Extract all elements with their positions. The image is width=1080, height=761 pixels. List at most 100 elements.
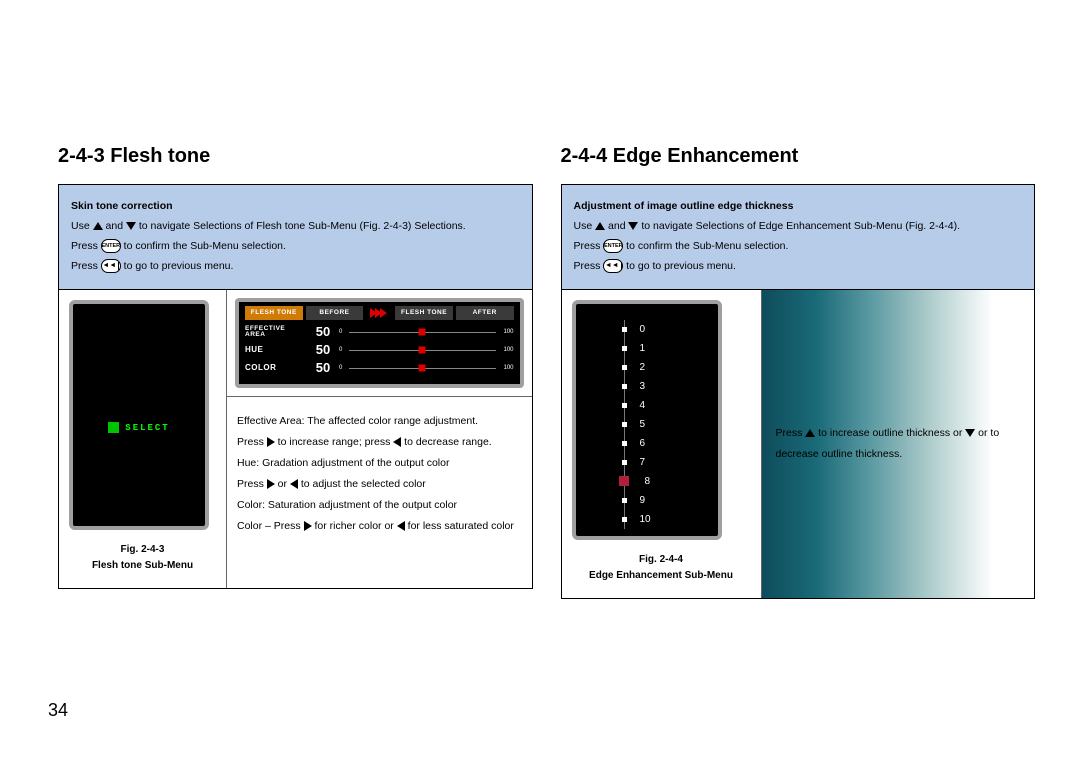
- left-arrow-icon: [290, 479, 298, 489]
- text: to increase range; press: [275, 436, 393, 448]
- section-title-right: 2-4-4 Edge Enhancement: [561, 145, 1036, 168]
- right-arrow-icon: [304, 521, 312, 531]
- slider-marker-icon: [419, 364, 426, 371]
- osd-slider-row: COLOR500100: [245, 360, 514, 376]
- text: to confirm the Sub-Menu selection.: [623, 240, 788, 252]
- description-text-left: Effective Area: The affected color range…: [227, 397, 532, 551]
- text: Use: [574, 220, 596, 232]
- desc-line: Press to increase range; press to decrea…: [237, 432, 522, 453]
- edge-enhancement-section: 2-4-4 Edge Enhancement Adjustment of ima…: [561, 145, 1036, 599]
- fig-title: Flesh tone Sub-Menu: [69, 558, 216, 574]
- fig-number: Fig. 2-4-4: [572, 552, 751, 568]
- osd-arrows-icon: [366, 306, 392, 320]
- text: Press: [574, 240, 604, 252]
- edge-scale-number: 7: [640, 457, 646, 468]
- edge-scale-tick-icon: [622, 384, 627, 389]
- osd-slider-row: HUE500100: [245, 342, 514, 358]
- osd-tab: FLESH TONE: [245, 306, 303, 320]
- instruction-line-1: Use and to navigate Selections of Flesh …: [71, 217, 520, 237]
- osd-tab: BEFORE: [306, 306, 364, 320]
- text: to increase outline thickness or: [815, 427, 965, 439]
- edge-scale-tick-icon: [622, 517, 627, 522]
- text: to confirm the Sub-Menu selection.: [121, 240, 286, 252]
- edge-scale-number: 9: [640, 495, 646, 506]
- text: or: [275, 478, 290, 490]
- desc-line: Press to increase outline thickness or o…: [776, 423, 1021, 465]
- osd-row-bar: [349, 327, 496, 337]
- text: Press: [574, 260, 604, 272]
- right-arrow-icon: [267, 479, 275, 489]
- osd-row-max: 100: [500, 347, 514, 353]
- figure-caption-right: Fig. 2-4-4 Edge Enhancement Sub-Menu: [572, 552, 751, 584]
- edge-scale-number: 1: [640, 343, 646, 354]
- text: to decrease range.: [401, 436, 491, 448]
- edge-scale-tick-icon: [622, 498, 627, 503]
- up-arrow-icon: [93, 222, 103, 230]
- edge-scale-tick-icon: [622, 327, 627, 332]
- edge-scale-row: 4: [617, 396, 677, 415]
- text: and: [103, 220, 126, 232]
- osd-row-min: 0: [339, 347, 345, 353]
- edge-scale-row: 0: [617, 320, 677, 339]
- down-arrow-icon: [965, 429, 975, 437]
- green-square-icon: [108, 422, 119, 433]
- down-arrow-icon: [628, 222, 638, 230]
- edge-scale-number: 3: [640, 381, 646, 392]
- page-number: 34: [48, 700, 68, 721]
- description-cell-right: Press to increase outline thickness or o…: [762, 290, 1035, 598]
- osd-tab: FLESH TONE: [395, 306, 453, 320]
- down-arrow-icon: [126, 222, 136, 230]
- edge-scale-tick-icon: [622, 365, 627, 370]
- text: Press: [71, 260, 101, 272]
- fig-title: Edge Enhancement Sub-Menu: [572, 568, 751, 584]
- instruction-line-3: Press ◄◄ to go to previous menu.: [71, 257, 520, 277]
- desc-line: Color – Press for richer color or for le…: [237, 516, 522, 537]
- edge-scale-tick-icon: [622, 403, 627, 408]
- up-arrow-icon: [595, 222, 605, 230]
- osd-slider-row: EFFECTIVEAREA500100: [245, 324, 514, 340]
- desc-line: Color: Saturation adjustment of the outp…: [237, 495, 522, 516]
- edge-scale-row: 5: [617, 415, 677, 434]
- osd-row-label: EFFECTIVEAREA: [245, 326, 307, 338]
- text: to navigate Selections of Edge Enhanceme…: [638, 220, 960, 232]
- edge-scale-row: 1: [617, 339, 677, 358]
- edge-enhancement-box: Adjustment of image outline edge thickne…: [561, 184, 1036, 599]
- edge-scale-row: 8: [617, 472, 677, 491]
- slider-marker-icon: [419, 346, 426, 353]
- description-cell-left: FLESH TONE BEFORE FLESH TONE AFTER EFFEC…: [227, 290, 532, 588]
- edge-scale-tick-icon: [622, 441, 627, 446]
- enter-button-icon: ENTER: [101, 239, 121, 253]
- osd-panel: FLESH TONE BEFORE FLESH TONE AFTER EFFEC…: [235, 298, 524, 388]
- enter-button-icon: ENTER: [603, 239, 623, 253]
- text: SELECT: [125, 423, 169, 433]
- text: to navigate Selections of Flesh tone Sub…: [136, 220, 466, 232]
- slider-marker-icon: [419, 328, 426, 335]
- edge-scale-marker-icon: [619, 476, 629, 486]
- edge-scale-number: 6: [640, 438, 646, 449]
- edge-scale-tick-icon: [622, 422, 627, 427]
- instruction-heading: Skin tone correction: [71, 197, 520, 217]
- osd-row-min: 0: [339, 329, 345, 335]
- osd-tab: AFTER: [456, 306, 514, 320]
- desc-line: Press or to adjust the selected color: [237, 474, 522, 495]
- text: for richer color or: [312, 520, 397, 532]
- edge-scale-row: 10: [617, 510, 677, 529]
- figure-cell-left: SELECT Fig. 2-4-3 Flesh tone Sub-Menu: [59, 290, 227, 588]
- instruction-line-3: Press ◄◄ to go to previous menu.: [574, 257, 1023, 277]
- instruction-heading: Adjustment of image outline edge thickne…: [574, 197, 1023, 217]
- osd-tabs: FLESH TONE BEFORE FLESH TONE AFTER: [245, 306, 514, 320]
- edge-scale-row: 9: [617, 491, 677, 510]
- edge-scale-tick-icon: [622, 460, 627, 465]
- osd-row-max: 100: [500, 365, 514, 371]
- edge-scale-row: 2: [617, 358, 677, 377]
- edge-scale-row: 7: [617, 453, 677, 472]
- flesh-tone-box: Skin tone correction Use and to navigate…: [58, 184, 533, 589]
- text: Press: [776, 427, 806, 439]
- text: Press: [71, 240, 101, 252]
- right-arrow-icon: [267, 437, 275, 447]
- left-arrow-icon: [397, 521, 405, 531]
- edge-scale-row: 3: [617, 377, 677, 396]
- edge-scale-number: 5: [640, 419, 646, 430]
- text: Color – Press: [237, 520, 304, 532]
- section-title-left: 2-4-3 Flesh tone: [58, 145, 533, 168]
